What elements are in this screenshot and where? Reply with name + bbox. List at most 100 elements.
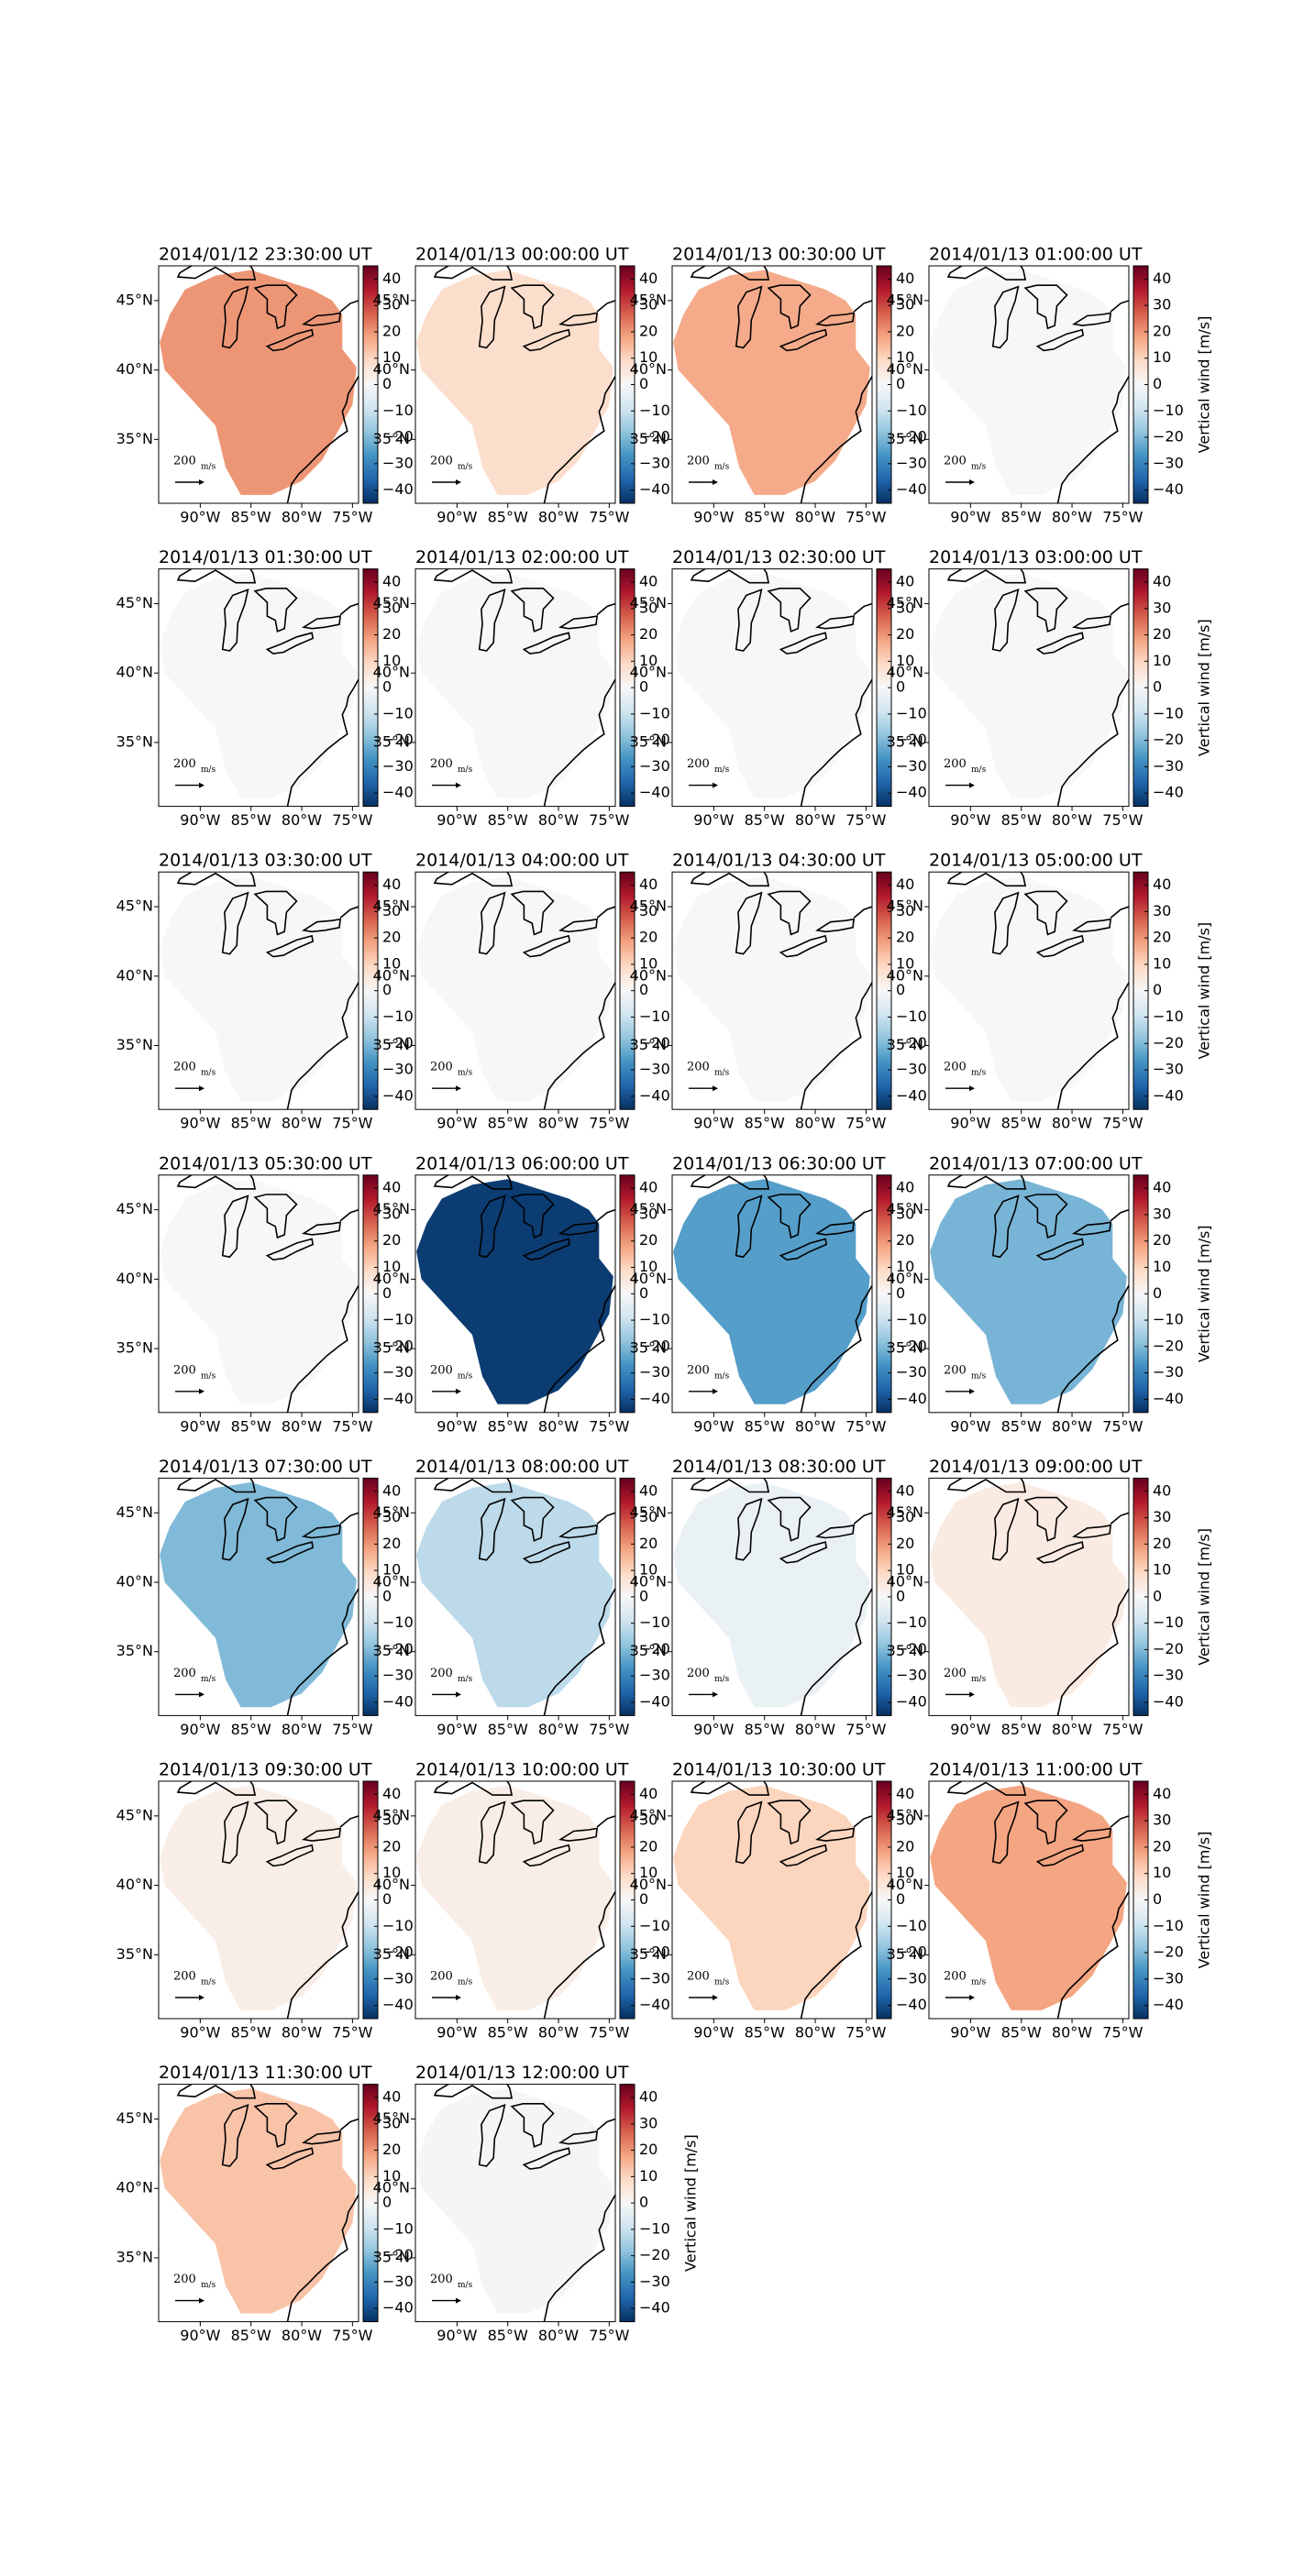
colorbar-tick-label: 0	[1153, 678, 1162, 696]
map-area	[416, 2084, 615, 2322]
colorbar-tick-label: −10	[896, 704, 927, 721]
lake-outline	[510, 2103, 555, 2148]
x-tick-label: 75°W	[845, 509, 886, 526]
colorbar-tick-label: 40	[896, 572, 914, 589]
colorbar-tick-label: 40	[896, 1481, 914, 1499]
border	[1110, 1815, 1129, 1828]
y-tick-label: 45°N	[116, 291, 153, 308]
x-tick-label: 80°W	[282, 811, 322, 829]
map-frame	[928, 1174, 1130, 1414]
wind-field	[160, 1785, 357, 2010]
colorbar-tick-label: −30	[639, 1667, 670, 1684]
colorbar-tick-label: 20	[382, 625, 401, 643]
border	[596, 906, 615, 919]
colorbar-tick-label: 30	[382, 1811, 401, 1829]
lake-outline	[735, 589, 763, 652]
x-tick-label: 75°W	[589, 2327, 629, 2344]
y-tick-label: 35°N	[373, 430, 410, 447]
colorbar-tick-label: 20	[639, 1231, 658, 1249]
map-area	[416, 266, 615, 503]
y-tick-label: 35°N	[116, 1642, 153, 1659]
colorbar-tick-label: 10	[896, 1258, 914, 1275]
x-tick-label: 90°W	[180, 1115, 220, 1132]
map-frame	[158, 1477, 359, 1716]
x-tick-label: 90°W	[180, 1721, 220, 1738]
lake-outline	[176, 1781, 257, 1796]
quiver-key-unit: m/s	[201, 463, 216, 472]
colorbar-tick-label: −40	[1153, 1086, 1184, 1104]
coastline	[1056, 374, 1129, 503]
quiver-key-unit: m/s	[458, 1978, 473, 1987]
y-tick-label: 45°N	[373, 2109, 410, 2127]
x-tick-label: 75°W	[332, 811, 372, 829]
x-tick-label: 90°W	[437, 1115, 477, 1132]
wind-field	[160, 270, 357, 495]
panel-title: 2014/01/13 00:30:00 UT	[672, 245, 886, 265]
x-tick-label: 85°W	[231, 1417, 271, 1435]
x-tick-label: 80°W	[795, 2024, 835, 2042]
x-tick-label: 90°W	[693, 811, 734, 829]
x-tick-label: 85°W	[488, 1721, 528, 1738]
y-tick-label: 45°N	[116, 1806, 153, 1823]
x-tick-label: 85°W	[231, 509, 271, 526]
map-area	[416, 1174, 615, 1413]
x-tick-label: 85°W	[231, 2024, 271, 2042]
lake-outline	[1072, 1827, 1112, 1842]
border	[339, 1208, 359, 1222]
y-tick-label: 35°N	[630, 430, 667, 447]
y-tick-label: 45°N	[373, 1806, 410, 1823]
coastline	[543, 374, 615, 503]
y-tick-label: 35°N	[630, 1945, 667, 1963]
border	[339, 1512, 359, 1525]
map-area	[416, 568, 615, 807]
y-tick-label: 45°N	[116, 897, 153, 915]
colorbar-tick-label: 0	[382, 1284, 392, 1302]
x-tick-label: 90°W	[693, 1115, 734, 1132]
x-tick-label: 85°W	[231, 1721, 271, 1738]
y-tick-label: 45°N	[887, 897, 923, 915]
x-tick-label: 85°W	[1001, 1417, 1042, 1435]
y-tick-label: 35°N	[373, 1945, 410, 1963]
x-tick-label: 80°W	[538, 811, 579, 829]
lake-outline	[433, 266, 514, 281]
map-area	[930, 1478, 1129, 1716]
lake-outline	[221, 1194, 249, 1259]
x-tick-label: 80°W	[1052, 811, 1092, 829]
map-frame	[671, 265, 873, 504]
x-tick-label: 75°W	[845, 1115, 886, 1132]
lake-outline	[510, 1496, 555, 1542]
x-tick-label: 75°W	[1102, 1417, 1143, 1435]
colorbar-label: Vertical wind [m/s]	[1196, 1832, 1213, 1969]
colorbar-tick-label: −10	[896, 1007, 927, 1025]
map-frame	[671, 1477, 873, 1716]
lake-outline	[1023, 587, 1068, 633]
panel-title: 2014/01/13 07:30:00 UT	[159, 1457, 372, 1477]
y-tick-label: 35°N	[373, 2248, 410, 2265]
colorbar-tick-label: 20	[639, 1837, 658, 1855]
x-tick-label: 85°W	[488, 1115, 528, 1132]
coastline	[1056, 1283, 1129, 1413]
x-tick-label: 85°W	[231, 2327, 271, 2344]
y-tick-label: 40°N	[116, 1876, 153, 1893]
colorbar-tick-label: 0	[639, 1284, 648, 1302]
lake-outline	[1035, 328, 1085, 352]
lake-outline	[1023, 1800, 1068, 1845]
quiver-key-label: 200	[430, 1970, 453, 1984]
colorbar-tick-label: 20	[1153, 322, 1171, 339]
colorbar-tick-label: −20	[1153, 731, 1184, 748]
colorbar-tick-label: 40	[896, 270, 914, 287]
lake-outline	[558, 312, 599, 326]
colorbar-tick-label: 30	[382, 599, 401, 616]
colorbar-label: Vertical wind [m/s]	[1196, 1528, 1213, 1666]
colorbar-tick-label: −10	[896, 1613, 927, 1631]
quiver-key-label: 200	[687, 1061, 710, 1074]
colorbar-tick-label: −30	[1153, 1667, 1184, 1684]
lake-outline	[433, 1781, 514, 1796]
lake-outline	[690, 1781, 770, 1796]
colorbar-tick-label: −20	[639, 731, 670, 748]
quiver-key-head	[199, 1085, 204, 1092]
